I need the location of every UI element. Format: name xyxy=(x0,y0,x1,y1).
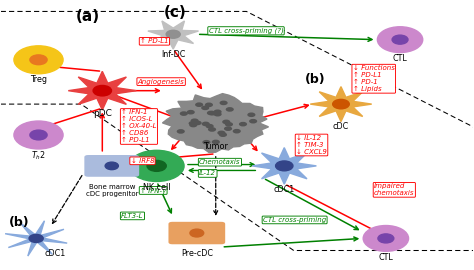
Text: (b): (b) xyxy=(9,215,30,229)
Text: CTL: CTL xyxy=(379,253,393,262)
Text: Chemotaxis: Chemotaxis xyxy=(199,159,241,165)
Text: cDC1: cDC1 xyxy=(45,249,66,258)
Circle shape xyxy=(207,111,215,115)
Circle shape xyxy=(189,123,197,127)
Circle shape xyxy=(187,110,195,114)
Circle shape xyxy=(129,150,184,181)
Polygon shape xyxy=(68,71,137,110)
Circle shape xyxy=(249,119,257,123)
Text: ↓ IL-12
↑ TIM-3
↓ CXCL9: ↓ IL-12 ↑ TIM-3 ↓ CXCL9 xyxy=(296,135,327,155)
Polygon shape xyxy=(163,94,268,153)
Circle shape xyxy=(30,55,47,65)
Circle shape xyxy=(209,111,217,116)
Circle shape xyxy=(219,132,227,137)
Circle shape xyxy=(378,234,394,243)
Text: NK cell: NK cell xyxy=(143,183,171,192)
Polygon shape xyxy=(310,87,372,122)
Text: Impaired
chemotaxis: Impaired chemotaxis xyxy=(374,183,415,196)
Circle shape xyxy=(225,122,233,127)
Circle shape xyxy=(180,111,188,116)
Text: IL-12: IL-12 xyxy=(199,170,216,177)
Circle shape xyxy=(93,86,111,96)
Text: ↑ IFN-1
↑ ICOS-L
↑ OX-40-L
↑ CD86
↑ PD-L1: ↑ IFN-1 ↑ ICOS-L ↑ OX-40-L ↑ CD86 ↑ PD-L… xyxy=(121,109,157,143)
Circle shape xyxy=(213,109,222,114)
Circle shape xyxy=(14,121,63,149)
Circle shape xyxy=(363,225,409,251)
Polygon shape xyxy=(148,21,199,49)
Text: ↑ IFN-γ: ↑ IFN-γ xyxy=(140,187,166,194)
Circle shape xyxy=(219,100,228,105)
Circle shape xyxy=(212,140,220,144)
Circle shape xyxy=(166,30,180,38)
Text: Bone marrow
cDC progenitor: Bone marrow cDC progenitor xyxy=(85,184,138,197)
Polygon shape xyxy=(252,148,317,184)
Circle shape xyxy=(392,35,408,44)
Text: Inf-DC: Inf-DC xyxy=(161,50,185,59)
Circle shape xyxy=(201,122,210,126)
Circle shape xyxy=(190,229,204,237)
Text: CTL cross-priming (?): CTL cross-priming (?) xyxy=(209,28,283,34)
Circle shape xyxy=(195,102,203,107)
FancyBboxPatch shape xyxy=(168,222,225,244)
Text: ↓ IRF8: ↓ IRF8 xyxy=(131,158,155,164)
Text: (a): (a) xyxy=(76,9,100,24)
Text: FLT3-L: FLT3-L xyxy=(121,213,144,219)
Circle shape xyxy=(14,46,63,74)
Circle shape xyxy=(105,162,118,170)
FancyBboxPatch shape xyxy=(84,155,139,177)
Text: (c): (c) xyxy=(164,5,187,20)
Text: Tumor: Tumor xyxy=(203,142,228,151)
Circle shape xyxy=(208,127,216,132)
Text: CTL: CTL xyxy=(392,55,408,63)
Circle shape xyxy=(29,234,43,242)
Circle shape xyxy=(239,122,247,126)
Circle shape xyxy=(147,160,166,171)
Circle shape xyxy=(30,130,47,140)
Circle shape xyxy=(206,124,214,129)
Circle shape xyxy=(201,106,210,110)
Text: Angiogenesis: Angiogenesis xyxy=(138,79,184,85)
Circle shape xyxy=(224,126,232,131)
Text: ↓ Functions
↑ PD-L1
↑ PD-1
↑ Lipids: ↓ Functions ↑ PD-L1 ↑ PD-1 ↑ Lipids xyxy=(353,65,395,92)
Circle shape xyxy=(218,131,226,135)
Text: CTL cross-priming: CTL cross-priming xyxy=(263,217,326,223)
Text: pDC: pDC xyxy=(93,109,112,119)
Text: cDC1: cDC1 xyxy=(273,185,295,194)
Circle shape xyxy=(247,113,255,117)
Circle shape xyxy=(189,121,197,126)
Text: Treg: Treg xyxy=(30,75,47,83)
Circle shape xyxy=(193,121,201,125)
Circle shape xyxy=(202,140,210,144)
Circle shape xyxy=(214,112,222,116)
Circle shape xyxy=(377,27,423,53)
Circle shape xyxy=(177,129,185,134)
Circle shape xyxy=(333,99,349,109)
Text: Pre-cDC: Pre-cDC xyxy=(181,249,213,258)
Circle shape xyxy=(226,107,234,112)
Text: ↑ PD-L1: ↑ PD-L1 xyxy=(140,38,169,44)
Circle shape xyxy=(275,161,293,171)
Text: cDC: cDC xyxy=(333,122,349,131)
Text: $T_h$2: $T_h$2 xyxy=(31,150,46,162)
Circle shape xyxy=(222,120,230,124)
Polygon shape xyxy=(5,221,67,256)
Circle shape xyxy=(205,103,213,107)
Circle shape xyxy=(233,129,241,133)
Circle shape xyxy=(191,119,199,123)
Text: (b): (b) xyxy=(305,73,325,86)
